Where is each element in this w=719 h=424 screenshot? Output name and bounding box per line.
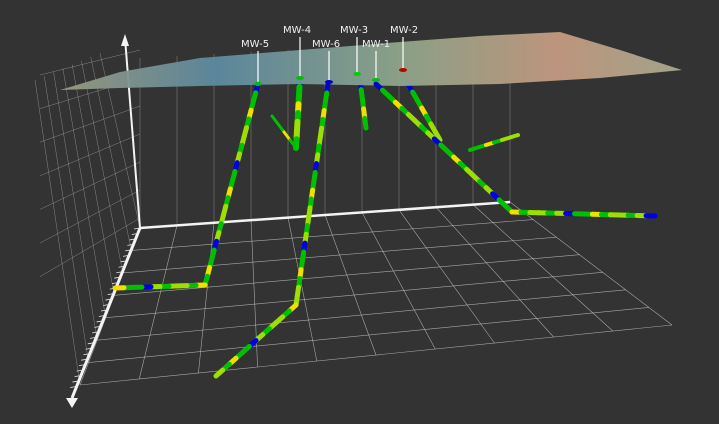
floor-grid-line [88, 307, 649, 363]
floor-grid-line [131, 219, 534, 251]
axis-tick [70, 386, 77, 388]
wellhead-marker [372, 78, 380, 82]
y-axis [70, 227, 142, 399]
wall-grid-line [39, 49, 141, 76]
floor-grid-line [97, 289, 626, 341]
wall-grid-line [71, 64, 115, 296]
mw-3-borehole-segment [362, 115, 369, 131]
axis-tick [98, 315, 105, 317]
wellhead-marker [325, 80, 333, 84]
mw-4-branch-segment [276, 122, 286, 134]
floor-grid-line [435, 206, 554, 338]
wall-grid-line [90, 56, 132, 251]
axis-tick [76, 369, 83, 372]
mw-2-branch-segment [508, 133, 520, 140]
axis-tick [125, 249, 132, 252]
axis-tick [103, 304, 110, 306]
axis-tick [100, 309, 108, 312]
y-axis-arrow [66, 398, 78, 408]
wall-grid-line [39, 161, 141, 210]
well-label-mw-2[interactable]: MW-2 [390, 25, 418, 36]
z-axis [124, 37, 141, 229]
floor-grid-line [105, 271, 603, 319]
floor-grid-line [114, 254, 580, 296]
mw-6-borehole-segment [213, 367, 226, 379]
floor-grid-line [398, 209, 495, 344]
mw-4-branch-segment [282, 130, 292, 142]
axis-tick [133, 227, 141, 230]
floor-grid-line [361, 212, 436, 350]
axis-tick [85, 347, 92, 350]
axis-tick [94, 326, 101, 328]
axis-tick [107, 293, 114, 295]
axis-tick [114, 276, 121, 279]
wall-grid-line [62, 68, 106, 318]
wall-grid-line [44, 76, 89, 363]
wall-grid-line [39, 217, 141, 277]
axis-tick [127, 244, 134, 246]
x-axis [139, 200, 511, 230]
axis-tick [83, 353, 90, 356]
well-label-mw-4[interactable]: MW-4 [283, 25, 311, 36]
axis-tick [92, 331, 99, 334]
axis-grid [34, 34, 673, 408]
axis-tick [105, 298, 112, 301]
wellhead-marker [353, 72, 361, 76]
mw-4-branch-segment [270, 114, 280, 126]
floor-grid-line [198, 222, 215, 374]
wells-back [270, 75, 520, 152]
wall-grid-line [39, 133, 141, 177]
wall-grid-line [53, 72, 98, 341]
floor-grid-line [138, 225, 178, 380]
wellhead-marker [254, 82, 262, 86]
axis-tick [111, 282, 119, 285]
axis-tick [131, 233, 138, 235]
axis-tick [116, 271, 123, 274]
axis-tick [120, 260, 127, 263]
axis-tick [96, 320, 103, 323]
wall-grid-line [34, 79, 81, 386]
axis-tick [78, 364, 86, 367]
axis-tick [118, 265, 125, 268]
wall-grid-line [39, 189, 141, 244]
well-label-mw-3[interactable]: MW-3 [340, 25, 368, 36]
axis-tick [87, 342, 94, 345]
wellhead-marker [399, 68, 407, 72]
well-labels: MW-5 MW-4 MW-6 MW-3 MW-1 MW-2 [241, 25, 418, 50]
floor-grid-line [122, 236, 557, 274]
axis-tick [122, 254, 130, 257]
floor-grid-line [472, 204, 614, 332]
axis-tick [72, 380, 79, 383]
terrain-surface [60, 32, 682, 90]
well-label-mw-1[interactable]: MW-1 [362, 39, 390, 50]
axis-tick [89, 336, 97, 339]
floor-grid-line [79, 324, 673, 386]
floor-grid-line [287, 217, 318, 362]
wellhead-marker [296, 76, 304, 80]
axis-tick [81, 358, 88, 361]
wall-grid-line [81, 60, 124, 273]
floor-grid-line [509, 201, 673, 326]
mw-4-branch-segment [288, 138, 298, 150]
mw-2-borehole-segment [432, 129, 443, 143]
axis-tick [74, 375, 81, 377]
wells-front [112, 37, 658, 379]
well-label-mw-5[interactable]: MW-5 [241, 39, 269, 50]
well-label-mw-6[interactable]: MW-6 [312, 39, 340, 50]
wall-grid-line [39, 105, 141, 143]
axis-tick [129, 238, 136, 241]
floor-grid-line [324, 214, 377, 356]
z-axis-arrow [121, 34, 129, 46]
